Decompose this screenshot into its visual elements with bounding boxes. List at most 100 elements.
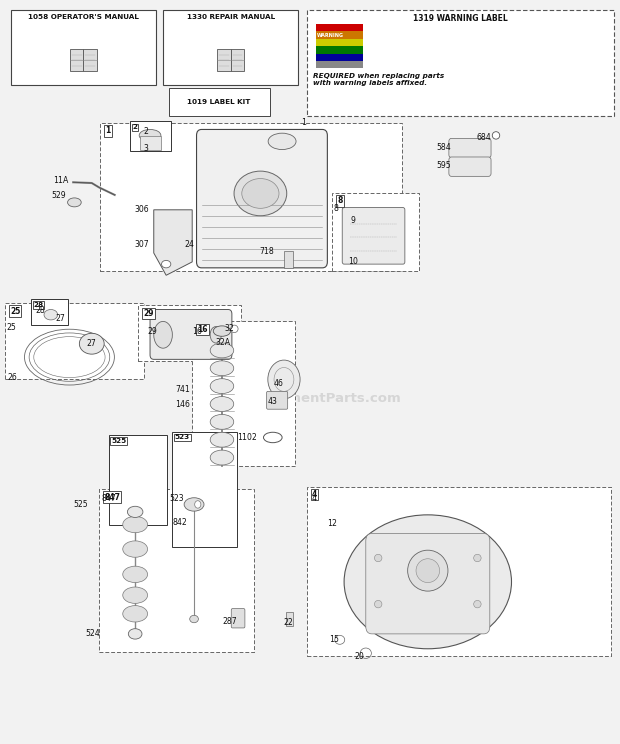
Text: 8: 8 xyxy=(337,196,343,205)
Text: 525: 525 xyxy=(111,438,126,444)
Ellipse shape xyxy=(210,343,234,358)
Text: 595: 595 xyxy=(436,161,451,170)
Ellipse shape xyxy=(344,515,512,649)
Text: 16: 16 xyxy=(192,327,202,336)
Ellipse shape xyxy=(474,554,481,562)
Bar xyxy=(138,305,241,361)
Ellipse shape xyxy=(408,551,448,591)
Text: 1: 1 xyxy=(105,126,110,135)
Text: 28: 28 xyxy=(35,307,45,315)
Text: 10: 10 xyxy=(348,257,358,266)
Text: 4: 4 xyxy=(312,490,317,499)
Ellipse shape xyxy=(231,325,238,333)
Text: 1: 1 xyxy=(301,118,306,127)
Text: 29: 29 xyxy=(147,327,157,336)
Bar xyxy=(130,121,170,151)
Ellipse shape xyxy=(210,361,234,376)
Bar xyxy=(108,435,167,525)
Text: 27: 27 xyxy=(87,339,97,348)
Ellipse shape xyxy=(123,541,148,557)
Text: 28: 28 xyxy=(33,302,43,308)
Text: 847: 847 xyxy=(104,493,120,501)
Text: 26: 26 xyxy=(7,373,17,382)
Bar xyxy=(83,49,97,71)
FancyBboxPatch shape xyxy=(150,310,232,359)
Text: eReplacementParts.com: eReplacementParts.com xyxy=(219,391,401,405)
Text: 1019 LABEL KIT: 1019 LABEL KIT xyxy=(187,99,251,105)
Ellipse shape xyxy=(184,498,204,511)
Ellipse shape xyxy=(139,129,161,141)
Text: 3: 3 xyxy=(143,144,148,153)
Ellipse shape xyxy=(190,615,198,623)
Text: 11A: 11A xyxy=(53,176,68,185)
Bar xyxy=(316,61,363,68)
Ellipse shape xyxy=(374,554,382,562)
FancyBboxPatch shape xyxy=(449,138,491,158)
Bar xyxy=(307,10,614,116)
Text: 8: 8 xyxy=(334,204,339,213)
Ellipse shape xyxy=(210,379,234,394)
FancyBboxPatch shape xyxy=(366,533,490,634)
Ellipse shape xyxy=(210,414,234,429)
Bar xyxy=(140,136,161,150)
Ellipse shape xyxy=(492,132,500,139)
Ellipse shape xyxy=(210,450,234,465)
Bar xyxy=(316,46,363,54)
Text: 32: 32 xyxy=(224,324,234,333)
Bar xyxy=(5,303,144,379)
Text: 25: 25 xyxy=(10,307,20,315)
Text: 146: 146 xyxy=(175,400,190,409)
Text: 27: 27 xyxy=(56,314,66,323)
Text: 9: 9 xyxy=(351,217,356,225)
Bar xyxy=(316,39,363,46)
Ellipse shape xyxy=(128,629,142,639)
Text: 1102: 1102 xyxy=(237,433,257,442)
Text: 842: 842 xyxy=(172,518,187,527)
Ellipse shape xyxy=(210,397,234,411)
Text: 15: 15 xyxy=(329,635,339,644)
Text: 43: 43 xyxy=(268,397,278,406)
Bar xyxy=(307,487,611,656)
Text: 1058 OPERATOR'S MANUAL: 1058 OPERATOR'S MANUAL xyxy=(28,14,139,20)
Ellipse shape xyxy=(68,198,81,207)
Text: 529: 529 xyxy=(51,191,66,200)
Text: 525: 525 xyxy=(73,500,88,509)
Text: 524: 524 xyxy=(86,629,100,638)
Bar xyxy=(316,24,363,31)
Bar xyxy=(286,612,293,626)
Bar xyxy=(231,49,244,71)
Bar xyxy=(316,31,363,39)
Ellipse shape xyxy=(374,600,382,608)
Text: 2: 2 xyxy=(133,124,138,130)
Ellipse shape xyxy=(268,360,300,399)
Polygon shape xyxy=(154,210,192,275)
Ellipse shape xyxy=(44,310,58,320)
Text: 22: 22 xyxy=(283,618,293,627)
Ellipse shape xyxy=(474,600,481,608)
Text: 523: 523 xyxy=(169,494,184,503)
Bar xyxy=(99,489,254,652)
Ellipse shape xyxy=(123,587,148,603)
Bar xyxy=(163,10,298,85)
Text: 1319 WARNING LABEL: 1319 WARNING LABEL xyxy=(413,14,508,23)
FancyBboxPatch shape xyxy=(231,609,245,628)
Text: 584: 584 xyxy=(436,143,451,152)
Text: 287: 287 xyxy=(222,617,237,626)
Bar xyxy=(11,10,156,85)
Text: 741: 741 xyxy=(175,385,190,394)
Text: 4: 4 xyxy=(312,494,317,503)
Text: 46: 46 xyxy=(274,379,284,388)
Ellipse shape xyxy=(128,506,143,518)
Text: WARNING: WARNING xyxy=(317,33,344,38)
Ellipse shape xyxy=(161,260,171,268)
Text: 718: 718 xyxy=(259,247,274,256)
Ellipse shape xyxy=(195,501,201,508)
Ellipse shape xyxy=(210,327,221,343)
Ellipse shape xyxy=(154,321,172,348)
FancyBboxPatch shape xyxy=(197,129,327,268)
Bar xyxy=(284,251,293,268)
Text: 2: 2 xyxy=(143,127,148,136)
Ellipse shape xyxy=(123,606,148,622)
Text: 1330 REPAIR MANUAL: 1330 REPAIR MANUAL xyxy=(187,14,275,20)
Ellipse shape xyxy=(210,432,234,447)
